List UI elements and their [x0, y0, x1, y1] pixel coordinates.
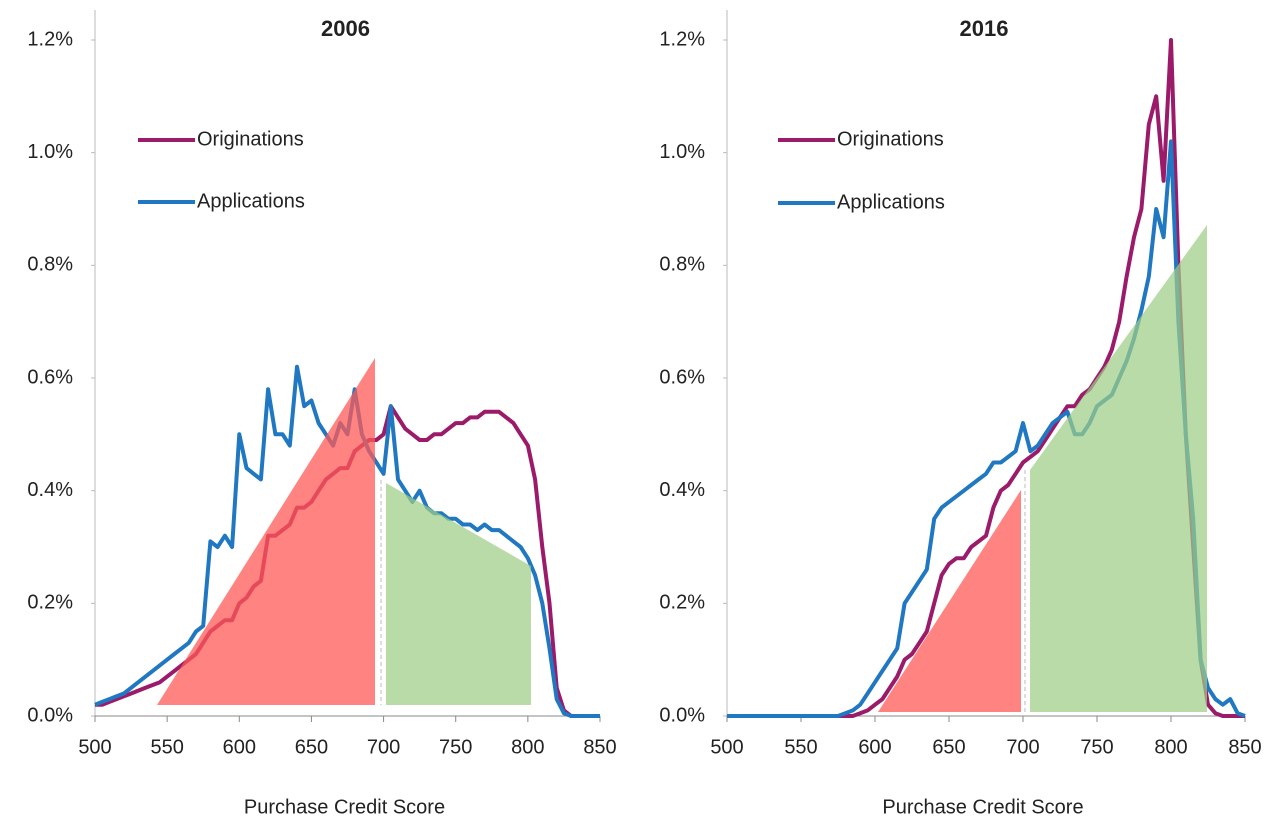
green-highlight [386, 483, 531, 705]
y-tick-label: 0.8% [659, 254, 705, 276]
x-axis-label: Purchase Credit Score [244, 796, 445, 818]
series-line [727, 139, 1246, 718]
y-tick-label: 0.2% [659, 592, 705, 614]
x-tick-label: 750 [439, 736, 472, 758]
y-tick-label: 0.6% [659, 366, 705, 388]
red-highlight [878, 490, 1021, 712]
x-tick-label: 750 [1080, 736, 1113, 758]
y-tick-label: 0.0% [27, 704, 73, 726]
y-tick-label: 1.0% [659, 141, 705, 163]
x-tick-label: 650 [932, 736, 965, 758]
x-tick-label: 600 [223, 736, 256, 758]
x-tick-label: 500 [710, 736, 743, 758]
y-tick-label: 1.0% [27, 141, 73, 163]
x-tick-label: 850 [1228, 736, 1261, 758]
y-tick-label: 0.4% [27, 479, 73, 501]
chart-title: 2016 [960, 16, 1009, 41]
x-tick-label: 700 [367, 736, 400, 758]
x-tick-label: 850 [583, 736, 616, 758]
y-tick-label: 0.2% [27, 592, 73, 614]
x-tick-label: 500 [78, 736, 111, 758]
legend-label: Originations [837, 128, 944, 150]
x-tick-label: 700 [1006, 736, 1039, 758]
x-tick-label: 550 [784, 736, 817, 758]
y-tick-label: 0.8% [27, 254, 73, 276]
y-tick-label: 0.4% [659, 479, 705, 501]
x-tick-label: 800 [511, 736, 544, 758]
y-tick-label: 0.6% [27, 366, 73, 388]
y-tick-label: 1.2% [27, 28, 73, 50]
x-tick-label: 550 [150, 736, 183, 758]
chart-title: 2006 [321, 16, 370, 41]
legend-label: Originations [197, 128, 304, 150]
x-tick-label: 600 [858, 736, 891, 758]
green-highlight [1030, 225, 1207, 712]
red-highlight [157, 358, 375, 705]
x-tick-label: 650 [295, 736, 328, 758]
legend-label: Applications [197, 190, 305, 212]
y-tick-label: 0.0% [659, 704, 705, 726]
highlight-overlay [157, 225, 1207, 712]
x-axis-label: Purchase Credit Score [882, 796, 1083, 818]
legend-label: Applications [837, 191, 945, 213]
x-tick-label: 800 [1154, 736, 1187, 758]
y-tick-label: 1.2% [659, 28, 705, 50]
